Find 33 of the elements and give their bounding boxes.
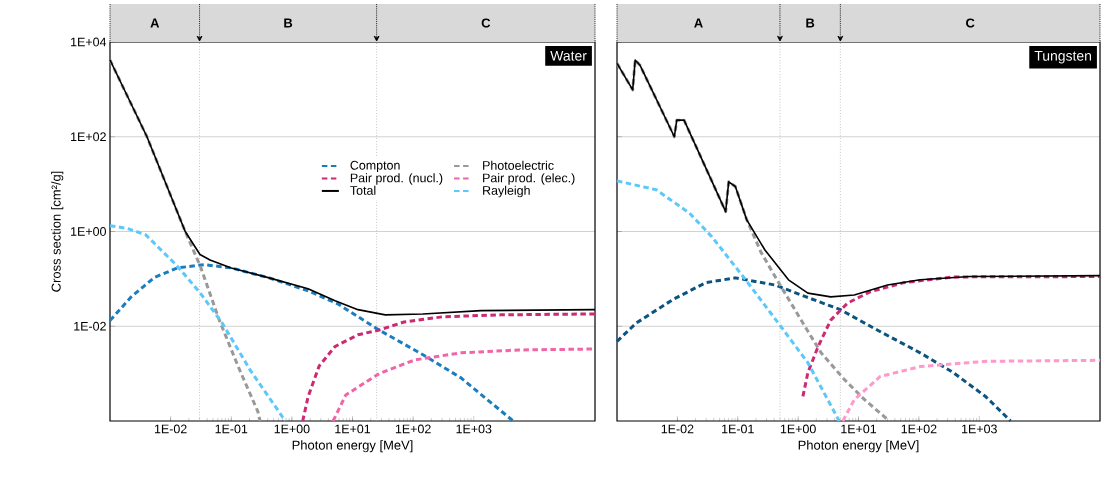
x-tick-label: 1E-02 [154,424,187,434]
y-tick-label: 1E+00 [71,227,106,236]
chart-title: Water [550,50,587,61]
legend-label: Photoelectric [483,160,554,170]
y-tick-label: 1E-02 [74,321,106,331]
y-tick-label: 1E+04 [71,37,107,47]
legend-label: Compton [350,160,400,173]
text: A [150,18,160,28]
text: C [481,18,491,28]
x-tick-label: 1E+03 [456,424,492,434]
x-axis-title: Photon energy [MeV] [798,440,919,453]
text: C [966,18,975,28]
y-tick-label: 1E+02 [71,132,106,142]
x-tick-label: 1E+01 [841,424,877,434]
x-tick-label: 1E+00 [780,424,816,434]
x-tick-label: 1E-01 [215,424,248,434]
x-axis-title: Photon energy [MeV] [292,440,413,453]
legend-label: Rayleigh [483,185,530,198]
x-tick-label: 1E+02 [395,424,431,434]
x-tick-label: 1E-01 [722,424,754,434]
text: B [806,18,815,28]
x-tick-label: 1E-02 [661,424,694,434]
text: A [694,18,703,28]
legend-label: Pair prod. (elec.) [483,173,575,185]
x-tick-label: 1E+01 [335,424,371,434]
legend-label: Pair prod. (nucl.) [350,173,443,185]
x-tick-label: 1E+00 [274,424,310,434]
legend-label: Total [350,185,376,195]
text: B [284,18,293,28]
text: Tungsten [1034,50,1092,64]
x-tick-label: 1E+03 [962,424,997,434]
y-axis-title: Cross section [cm²/g] [51,171,64,292]
x-tick-label: 1E+02 [901,424,937,434]
